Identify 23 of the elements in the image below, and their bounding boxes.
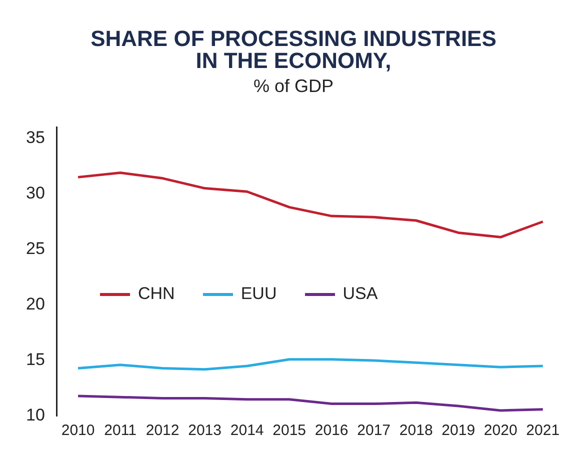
legend-label: USA [342,284,378,304]
x-tick-label: 2018 [399,422,433,440]
x-tick-label: 2017 [357,422,391,440]
x-tick-label: 2015 [272,422,306,440]
x-tick-label: 2014 [230,422,264,440]
x-tick-label: 2011 [104,422,136,440]
x-tick-label: 2021 [526,422,560,440]
legend-label: EUU [240,284,277,304]
x-tick-label: 2016 [314,422,348,440]
x-tick-label: 2013 [188,422,222,440]
legend-label: CHN [138,284,175,304]
y-tick-label: 20 [26,294,45,314]
x-tick-label: 2012 [146,422,180,440]
y-tick-label: 30 [26,184,45,203]
y-tick-label: 25 [26,239,45,258]
y-tick-label: 35 [26,128,45,147]
y-tick-label: 15 [26,350,45,370]
x-tick-label: 2010 [61,422,95,440]
y-tick-label: 10 [26,406,45,425]
x-tick-label: 2020 [484,422,518,440]
chart-title: SHARE OF PROCESSING INDUSTRIES IN THE ECONOMY, [90,26,498,73]
x-tick-label: 2019 [442,422,476,440]
chart-subtitle: % of GDP [252,76,335,97]
